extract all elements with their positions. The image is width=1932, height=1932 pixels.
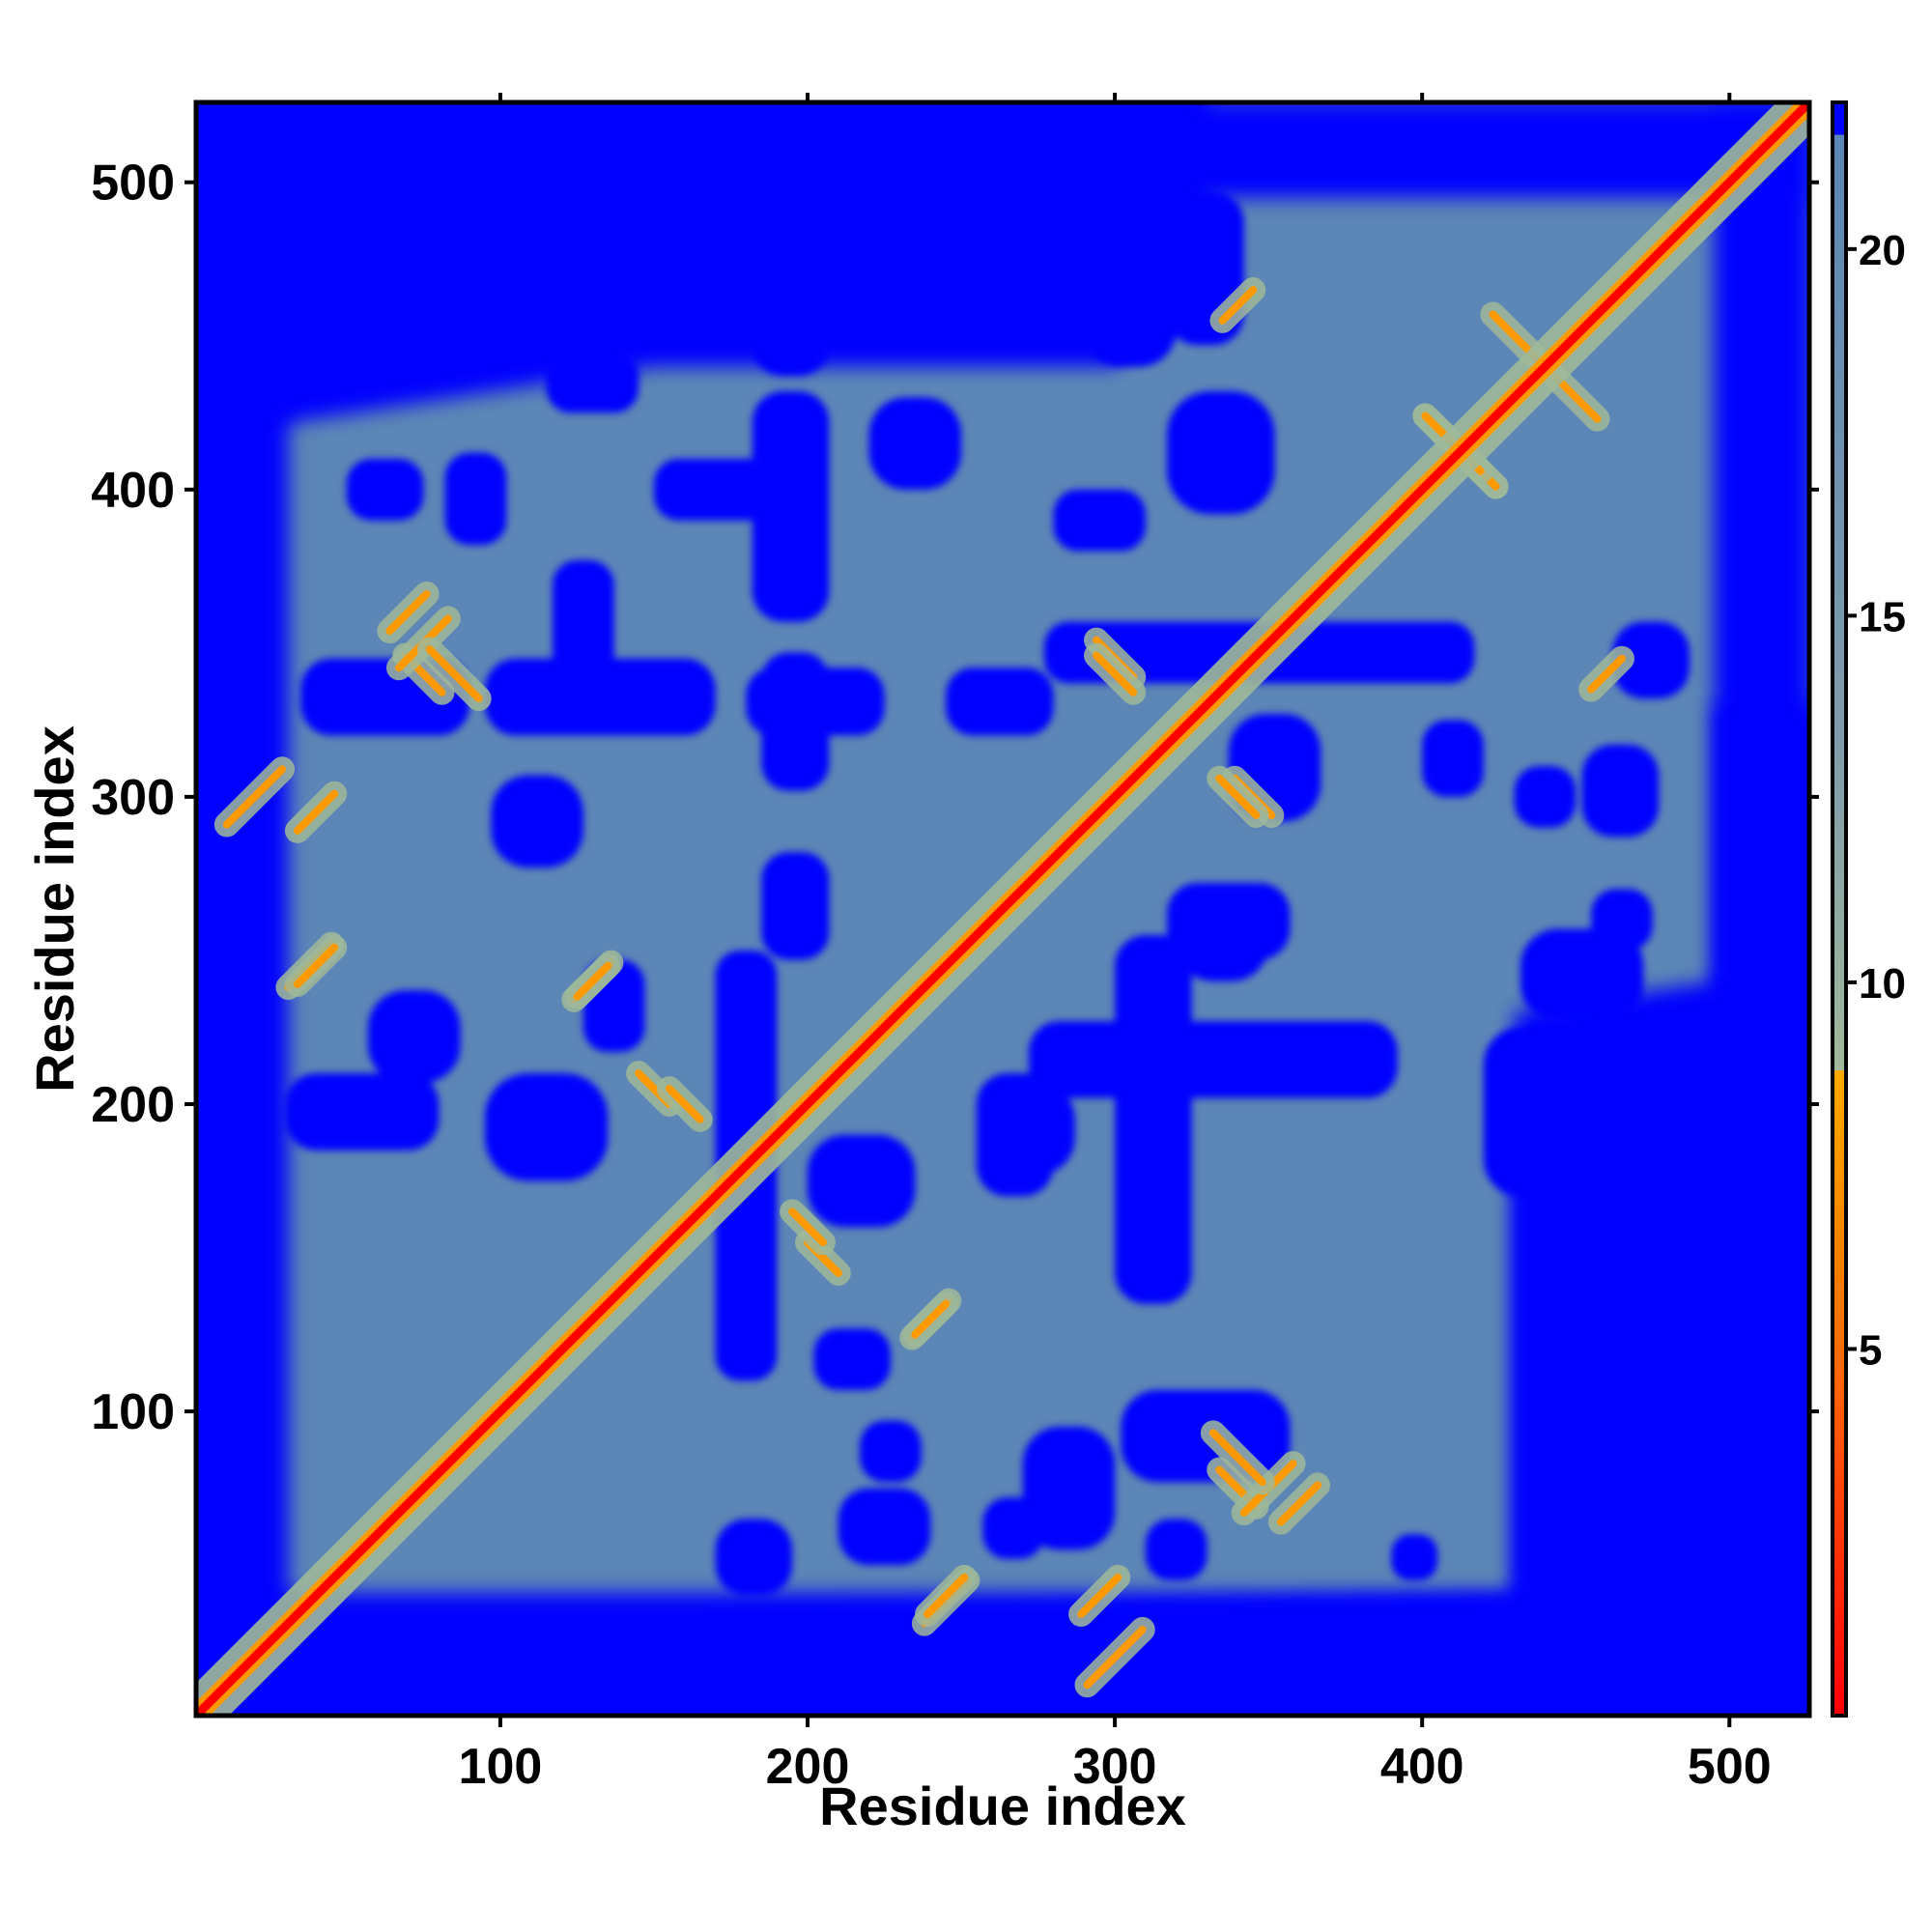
plot-frame (193, 99, 1812, 1719)
empty-region (1167, 391, 1275, 515)
far-region (196, 102, 289, 1716)
empty-region (808, 1134, 916, 1228)
empty-region (552, 252, 614, 330)
empty-region (1084, 274, 1177, 367)
contact-streak (1587, 654, 1626, 694)
empty-region (1581, 744, 1660, 838)
empty-region (868, 397, 962, 490)
contact-streak (1276, 1481, 1322, 1526)
empty-region (546, 351, 639, 413)
y-tick-label: 200 (91, 1077, 175, 1133)
empty-region (982, 1497, 1044, 1559)
empty-region (1391, 1534, 1438, 1581)
empty-region (761, 652, 830, 791)
empty-region (1053, 489, 1146, 552)
empty-region (444, 452, 507, 546)
empty-region (761, 852, 830, 960)
contact-streak (1083, 1625, 1147, 1690)
empty-region (752, 391, 830, 622)
empty-region (1514, 766, 1577, 828)
empty-region (1029, 1021, 1398, 1098)
empty-region (1422, 720, 1484, 797)
far-region (196, 102, 1809, 198)
empty-region (1483, 1027, 1577, 1197)
colorbar-gradient (1831, 100, 1848, 1718)
empty-region (552, 559, 614, 684)
colorbar-tick-label: 20 (1859, 227, 1906, 274)
empty-region (285, 1073, 440, 1151)
empty-region (1115, 935, 1192, 1304)
y-tick-label: 100 (91, 1384, 175, 1440)
empty-region (1022, 1426, 1116, 1550)
contact-streak (1093, 651, 1138, 696)
contact-streak (1218, 286, 1258, 325)
contact-streak (293, 943, 339, 988)
empty-region (1176, 889, 1269, 981)
empty-region (653, 458, 778, 521)
contact-streak (385, 589, 431, 636)
y-tick-label: 300 (91, 770, 175, 826)
x-tick-label: 400 (1380, 1739, 1464, 1795)
contact-streak (222, 765, 287, 829)
x-tick-label: 200 (766, 1739, 850, 1795)
x-tick-label: 300 (1073, 1739, 1157, 1795)
empty-region (860, 1420, 922, 1483)
contact-streak (1208, 1429, 1266, 1487)
empty-region (485, 658, 716, 736)
contact-streak (573, 961, 612, 1001)
contact-streak (923, 1573, 969, 1619)
empty-region (813, 1328, 891, 1390)
empty-region (485, 1073, 609, 1181)
empty-region (946, 668, 1054, 736)
far-region (1514, 1162, 1809, 1716)
x-tick-label: 500 (1688, 1739, 1772, 1795)
x-axis: 100 200 300 400 500 (459, 93, 1772, 1795)
colorbar-tick-label: 15 (1859, 593, 1906, 640)
empty-region (838, 1488, 931, 1566)
contact-streak (911, 1299, 951, 1339)
empty-region (1591, 889, 1653, 951)
empty-region (368, 990, 461, 1083)
colorbar-tick-label: 5 (1859, 1326, 1882, 1374)
empty-region (982, 1082, 1075, 1176)
empty-region (1145, 1519, 1208, 1581)
y-axis: 100 200 300 400 500 (91, 156, 1819, 1440)
contact-streak (788, 1208, 827, 1247)
y-tick-label: 500 (91, 156, 175, 212)
far-regions (196, 102, 1809, 1716)
x-axis-title: Residue index (819, 1776, 1186, 1836)
empty-regions (285, 191, 1690, 1596)
empty-region (1628, 1297, 1675, 1345)
x-tick-label: 100 (459, 1739, 543, 1795)
y-tick-label: 400 (91, 463, 175, 519)
empty-region (1520, 928, 1644, 1022)
y-axis-title: Residue index (24, 725, 85, 1093)
empty-region (1612, 1051, 1675, 1114)
contact-streak (665, 1085, 704, 1123)
empty-region (1612, 621, 1690, 699)
contact-streak (1215, 774, 1261, 819)
colorbar-tick-label: 10 (1859, 960, 1906, 1008)
empty-region (715, 1519, 793, 1596)
diagonal-band (196, 102, 1809, 1716)
heatmap-area (196, 102, 1809, 1716)
empty-region (491, 775, 583, 868)
contact-streak (293, 789, 339, 835)
colorbar: 5 10 15 20 (1831, 100, 1906, 1718)
contact-streak (1077, 1573, 1122, 1619)
contact-streak (425, 645, 483, 703)
empty-region (752, 207, 830, 377)
empty-region (346, 458, 424, 521)
